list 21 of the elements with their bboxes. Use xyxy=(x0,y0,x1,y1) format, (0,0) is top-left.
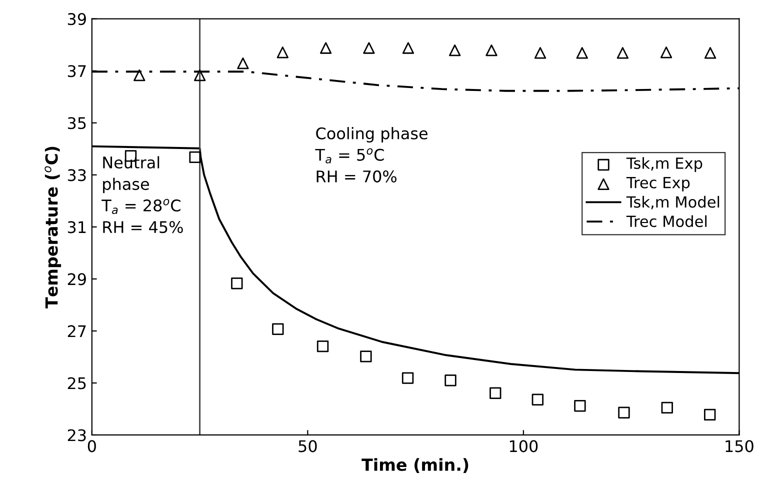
y-axis-title: Temperature ($^{o}$C) xyxy=(44,146,62,308)
y-tick-label: 27 xyxy=(68,325,86,338)
legend-label: Tsk,m Exp xyxy=(626,157,702,172)
legend-label: Trec Model xyxy=(626,215,707,228)
y-tick-label: 31 xyxy=(68,221,86,234)
y-tick-label: 33 xyxy=(68,169,86,182)
x-axis-title: Time (min.) xyxy=(362,458,468,473)
legend-label: Trec Exp xyxy=(626,177,690,192)
x-tick-label: 0 xyxy=(88,440,96,452)
x-tick-label: 50 xyxy=(298,440,317,452)
annotation: Cooling phase T$_{a}$ = 5$^{o}$C RH = 70% xyxy=(315,127,428,182)
y-tick-label: 37 xyxy=(68,65,86,78)
y-tick-label: 29 xyxy=(68,273,86,286)
annotation: Neutral phase T$_{a}$ = 28$^{o}$C RH = 45% xyxy=(102,156,183,234)
x-tick-label: 100 xyxy=(510,440,538,452)
y-tick-label: 35 xyxy=(68,117,86,130)
x-tick-label: 150 xyxy=(726,440,754,452)
y-tick-label: 23 xyxy=(68,429,86,442)
y-tick-label: 39 xyxy=(68,13,86,26)
y-tick-label: 25 xyxy=(68,377,86,390)
legend-label: Tsk,m Model xyxy=(626,196,720,210)
